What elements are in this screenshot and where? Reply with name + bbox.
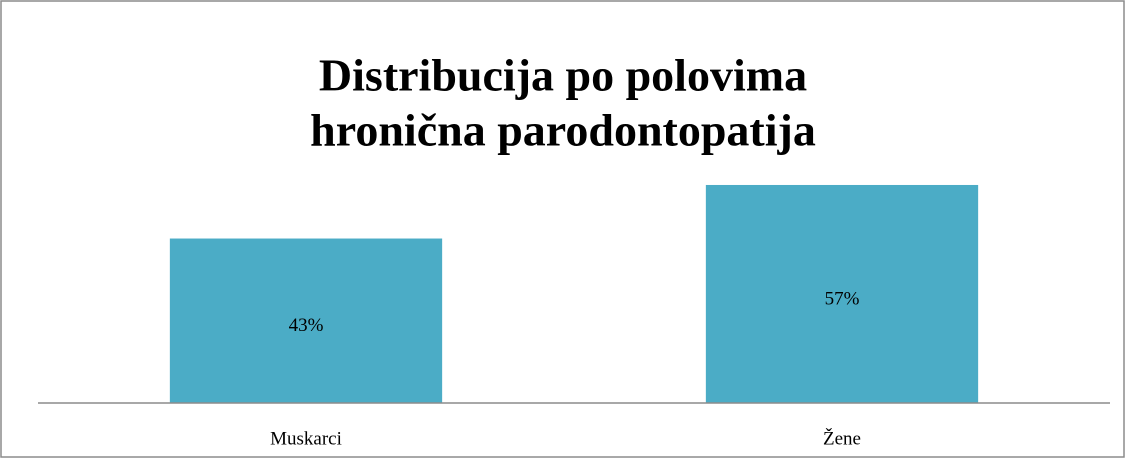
data-label: 57% xyxy=(825,288,860,309)
x-tick-label: Žene xyxy=(823,427,861,449)
bar xyxy=(169,238,443,403)
bar xyxy=(705,184,979,403)
chart-title: hronična parodontopatija xyxy=(310,105,816,156)
x-tick-label: Muskarci xyxy=(270,428,342,449)
chart-title: Distribucija po polovima xyxy=(319,50,807,101)
data-label: 43% xyxy=(289,315,324,336)
